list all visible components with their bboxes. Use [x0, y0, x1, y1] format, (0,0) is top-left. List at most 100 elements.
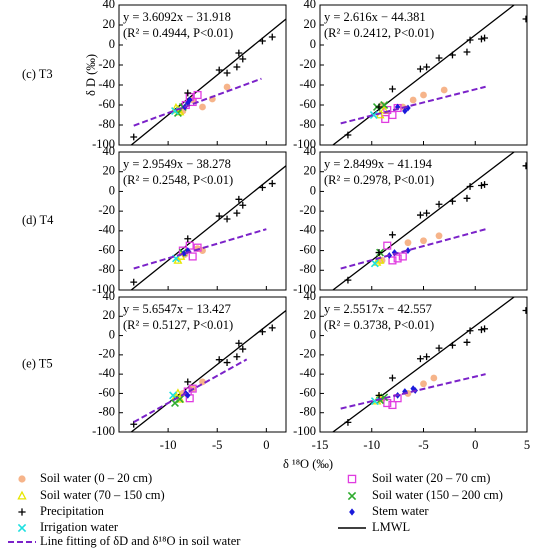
y-tick-label: 0 — [310, 37, 316, 51]
point — [369, 111, 378, 119]
point — [193, 243, 202, 252]
point — [435, 232, 443, 240]
point — [193, 90, 202, 100]
equation: y = 2.616x − 44.381 — [324, 10, 426, 24]
lmwl-line — [331, 152, 516, 290]
y-tick-label: -100 — [293, 137, 316, 151]
point — [223, 359, 231, 366]
point — [463, 338, 471, 346]
lmwl-line — [331, 5, 516, 145]
y-tick-label: -40 — [299, 366, 316, 380]
y-tick-label: -60 — [299, 97, 316, 111]
y-tick-label: -100 — [92, 424, 115, 438]
panel-frame — [118, 4, 287, 146]
point — [416, 355, 424, 363]
y-tick-label: -40 — [98, 223, 115, 237]
point — [383, 241, 392, 250]
point — [478, 326, 485, 334]
point — [389, 85, 396, 93]
point — [481, 181, 488, 188]
y-tick-label: -20 — [299, 57, 316, 71]
point — [173, 255, 183, 264]
equation: y = 5.6547x − 13.427 — [123, 302, 231, 316]
stats: (R² = 0.4944, P<0.01) — [123, 26, 233, 40]
point — [478, 35, 485, 43]
point — [449, 197, 456, 205]
row-label: (d) T4 — [22, 213, 54, 227]
point — [383, 105, 392, 115]
y-tick-label: -40 — [98, 77, 115, 91]
legend-label: Soil water (150 – 200 cm) — [372, 488, 503, 502]
lmwl-line — [130, 18, 286, 145]
point — [466, 327, 474, 335]
legend-label: Precipitation — [40, 504, 105, 518]
y-tick-label: -100 — [92, 282, 115, 296]
point — [420, 380, 427, 388]
point — [379, 104, 389, 114]
point — [185, 247, 191, 254]
y-tick-label: 20 — [103, 17, 116, 31]
panel — [331, 5, 527, 145]
stats: (R² = 0.5127, P<0.01) — [123, 318, 233, 332]
point — [185, 241, 194, 250]
panel — [130, 309, 286, 432]
y-tick-label: -100 — [293, 424, 316, 438]
row-label: (e) T5 — [22, 356, 53, 370]
point — [522, 162, 527, 170]
point — [423, 209, 431, 217]
point — [344, 131, 352, 139]
point — [389, 231, 396, 239]
y-tick-label: -20 — [98, 57, 115, 71]
y-tick-label: -80 — [299, 405, 316, 419]
point — [233, 63, 241, 71]
legend-label: LMWL — [372, 520, 410, 534]
point — [420, 237, 427, 245]
panel — [130, 18, 286, 145]
point — [463, 48, 471, 56]
point — [215, 66, 223, 74]
point — [370, 259, 379, 268]
y-tick-label: -60 — [299, 385, 316, 399]
point — [405, 247, 411, 254]
y-tick-label: 40 — [103, 144, 116, 158]
point — [223, 83, 231, 91]
point — [388, 400, 397, 410]
y-tick-label: -80 — [98, 405, 115, 419]
y-tick-label: -40 — [299, 223, 316, 237]
point — [171, 399, 179, 408]
row-label: (c) T3 — [22, 67, 53, 81]
legend-label: Soil water (0 – 20 cm) — [40, 471, 152, 485]
point — [481, 325, 488, 333]
x-tick-label: 5 — [524, 438, 530, 452]
point — [410, 385, 416, 393]
y-tick-label: 20 — [304, 308, 317, 322]
y-tick-label: 40 — [103, 289, 116, 303]
point — [199, 378, 206, 386]
point — [259, 184, 266, 191]
point — [370, 397, 379, 406]
point — [18, 475, 26, 483]
stats: (R² = 0.3738, P<0.01) — [324, 318, 434, 332]
legend-label: Line fitting of δD and δ¹⁸O in soil wate… — [40, 534, 241, 548]
point — [435, 54, 443, 62]
point — [449, 51, 456, 59]
point — [18, 508, 26, 516]
point — [404, 239, 412, 247]
point — [187, 96, 193, 104]
point — [381, 114, 390, 124]
x-axis-label: δ ¹⁸O (‰) — [283, 457, 333, 471]
panel — [331, 297, 527, 432]
point — [435, 344, 443, 352]
point — [398, 252, 407, 261]
point — [17, 523, 27, 533]
point — [463, 194, 471, 202]
point — [268, 33, 276, 41]
equation: y = 2.9549x − 38.278 — [123, 157, 231, 171]
y-tick-label: -80 — [299, 117, 316, 131]
point — [223, 215, 231, 223]
point — [17, 490, 27, 500]
point — [449, 341, 456, 349]
y-tick-label: -60 — [98, 242, 115, 256]
point — [223, 69, 231, 77]
